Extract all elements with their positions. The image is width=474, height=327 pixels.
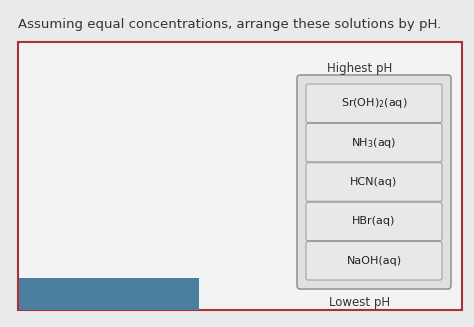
FancyBboxPatch shape [306,84,442,122]
Text: Lowest pH: Lowest pH [329,296,391,309]
FancyBboxPatch shape [306,163,442,201]
Text: HCN(aq): HCN(aq) [350,177,398,187]
Bar [19,278,199,310]
FancyBboxPatch shape [306,123,442,162]
Text: Highest pH: Highest pH [328,62,392,75]
Text: Assuming equal concentrations, arrange these solutions by pH.: Assuming equal concentrations, arrange t… [18,18,441,31]
Text: HBr(aq): HBr(aq) [352,216,396,226]
FancyBboxPatch shape [297,75,451,289]
FancyBboxPatch shape [306,242,442,280]
Text: Sr(OH)$_2$(aq): Sr(OH)$_2$(aq) [341,96,407,110]
Text: NH$_3$(aq): NH$_3$(aq) [351,136,397,149]
FancyBboxPatch shape [306,202,442,241]
Text: NaOH(aq): NaOH(aq) [346,256,401,266]
Bar [18,42,462,310]
